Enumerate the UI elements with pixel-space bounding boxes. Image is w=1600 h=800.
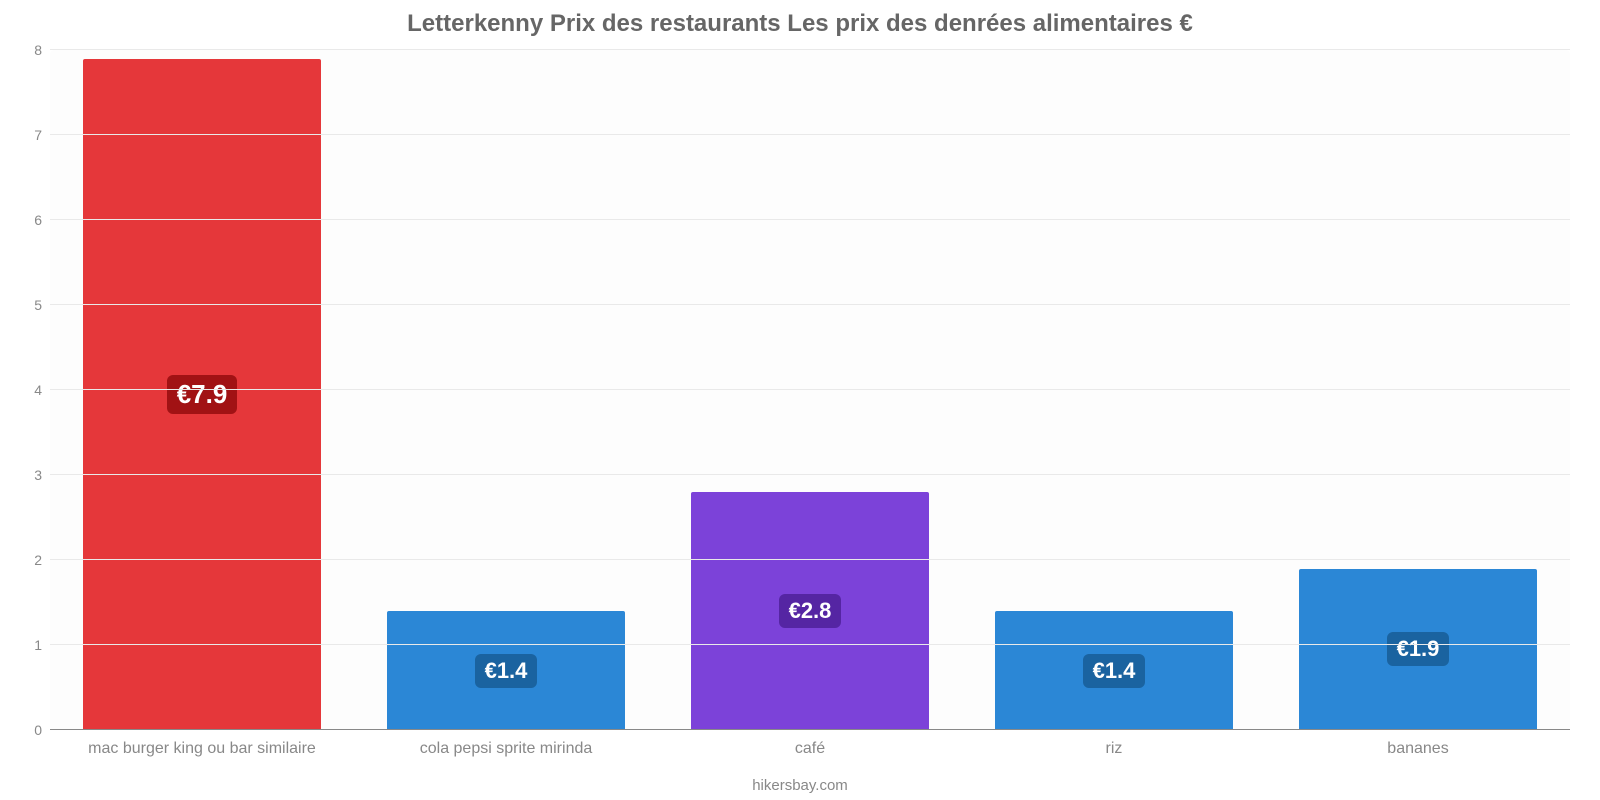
gridline (50, 49, 1570, 50)
bar-slot: €1.4cola pepsi sprite mirinda (354, 50, 658, 730)
gridline (50, 389, 1570, 390)
y-tick-label: 6 (34, 212, 50, 228)
bar-slot: €1.4riz (962, 50, 1266, 730)
category-label: café (658, 730, 962, 758)
y-tick-label: 2 (34, 552, 50, 568)
category-label: mac burger king ou bar similaire (50, 730, 354, 758)
gridline (50, 559, 1570, 560)
y-tick-label: 3 (34, 467, 50, 483)
bar: €7.9 (83, 59, 320, 731)
bar-value-label: €7.9 (167, 375, 238, 414)
chart-title: Letterkenny Prix des restaurants Les pri… (0, 10, 1600, 38)
y-tick-label: 4 (34, 382, 50, 398)
gridline (50, 134, 1570, 135)
bar-value-label: €1.4 (475, 654, 538, 688)
y-tick-label: 0 (34, 722, 50, 738)
gridline (50, 474, 1570, 475)
bar-slot: €7.9mac burger king ou bar similaire (50, 50, 354, 730)
gridline (50, 729, 1570, 730)
bar-slot: €1.9bananes (1266, 50, 1570, 730)
bar: €1.9 (1299, 569, 1536, 731)
gridline (50, 219, 1570, 220)
bar: €1.4 (995, 611, 1232, 730)
plot-area: €7.9mac burger king ou bar similaire€1.4… (50, 50, 1570, 730)
category-label: cola pepsi sprite mirinda (354, 730, 658, 758)
category-label: riz (962, 730, 1266, 758)
bar-value-label: €2.8 (779, 594, 842, 628)
chart-container: Letterkenny Prix des restaurants Les pri… (0, 0, 1600, 800)
category-label: bananes (1266, 730, 1570, 758)
y-tick-label: 1 (34, 637, 50, 653)
bar-slot: €2.8café (658, 50, 962, 730)
bar: €2.8 (691, 492, 928, 730)
bar-value-label: €1.4 (1083, 654, 1146, 688)
bar: €1.4 (387, 611, 624, 730)
bar-value-label: €1.9 (1387, 632, 1450, 666)
gridline (50, 644, 1570, 645)
bars-row: €7.9mac burger king ou bar similaire€1.4… (50, 50, 1570, 730)
y-tick-label: 7 (34, 127, 50, 143)
chart-footer: hikersbay.com (0, 777, 1600, 794)
gridline (50, 304, 1570, 305)
y-tick-label: 5 (34, 297, 50, 313)
y-tick-label: 8 (34, 42, 50, 58)
